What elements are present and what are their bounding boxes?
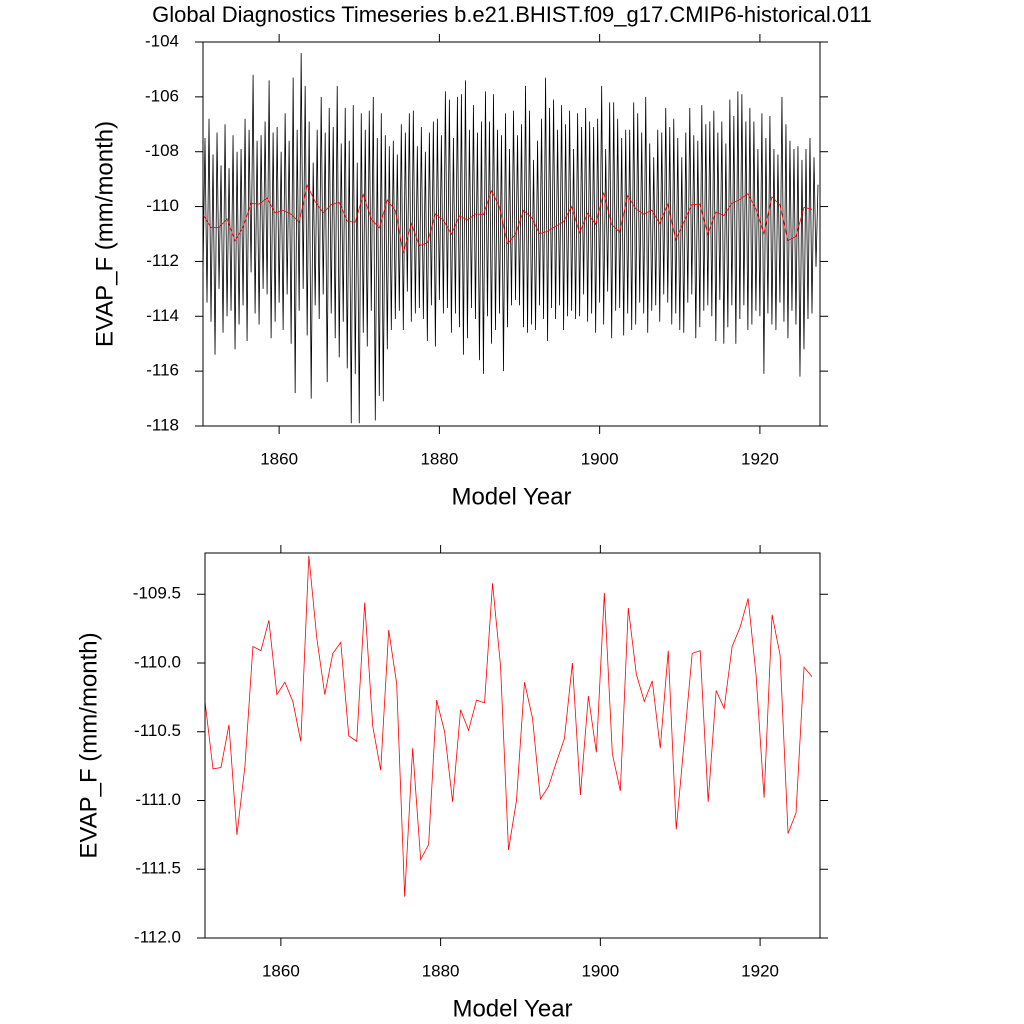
plot-frame <box>202 41 821 427</box>
plot-frame <box>204 552 821 939</box>
x-tick-label: 1860 <box>262 961 300 980</box>
y-tick-label: -109.5 <box>133 584 181 603</box>
y-tick-label: -110.0 <box>134 652 181 671</box>
y-axis-label: EVAP_F (mm/month) <box>91 121 118 347</box>
x-tick-label: 1900 <box>581 449 619 468</box>
x-tick-label: 1880 <box>420 449 458 468</box>
y-tick-label: -116 <box>146 361 179 380</box>
x-tick-label: 1880 <box>422 961 460 980</box>
data-line <box>202 183 813 254</box>
x-tick-label: 1920 <box>741 449 779 468</box>
y-tick-label: -111.5 <box>135 859 181 878</box>
y-tick-label: -118 <box>146 415 179 434</box>
x-tick-label: 1920 <box>741 961 779 980</box>
y-tick-label: -111.0 <box>135 790 181 809</box>
y-tick-label: -114 <box>146 306 179 325</box>
data-line <box>204 555 813 897</box>
y-tick-label: -110.5 <box>134 721 181 740</box>
x-axis-label: Model Year <box>451 483 571 510</box>
y-tick-label: -108 <box>145 141 179 160</box>
x-axis-label: Model Year <box>452 995 572 1022</box>
x-tick-label: 1860 <box>260 449 298 468</box>
y-axis-label: EVAP_F (mm/month) <box>75 632 102 858</box>
y-tick-label: -106 <box>145 86 179 105</box>
chart-title: Global Diagnostics Timeseries b.e21.BHIS… <box>152 2 872 27</box>
data-line <box>202 52 819 424</box>
y-tick-label: -110 <box>146 196 179 215</box>
y-tick-label: -112.0 <box>134 927 181 946</box>
x-tick-label: 1900 <box>581 961 619 980</box>
y-tick-label: -112 <box>146 251 179 270</box>
y-tick-label: -104 <box>145 31 179 50</box>
